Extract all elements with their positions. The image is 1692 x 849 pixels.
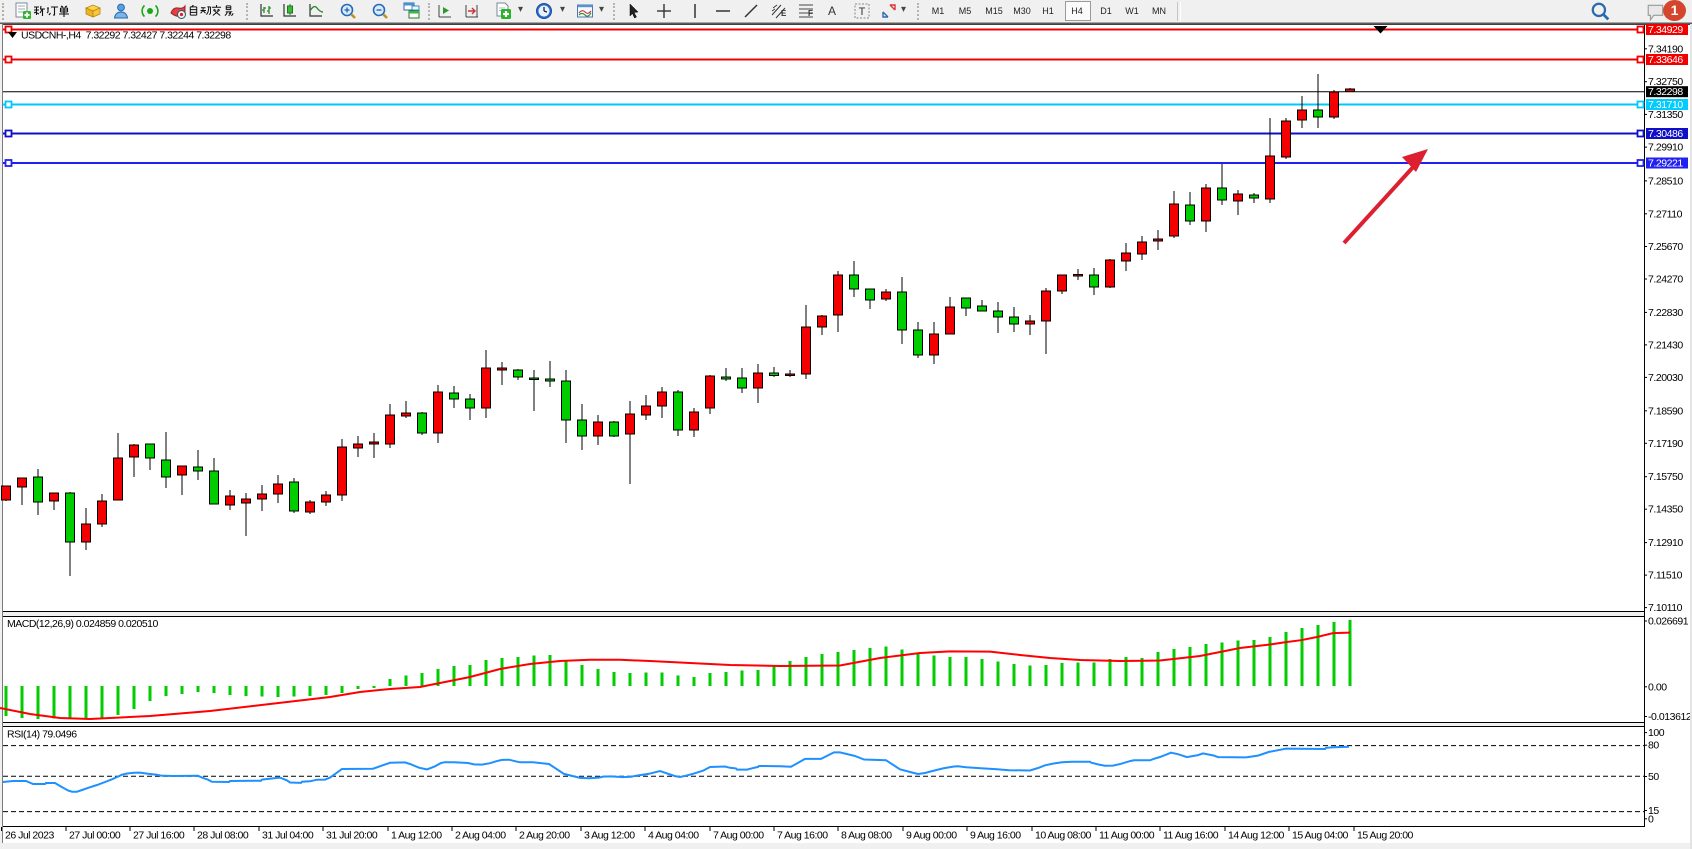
svg-text:7.15750: 7.15750 (1648, 471, 1683, 483)
svg-text:7 Aug 00:00: 7 Aug 00:00 (713, 830, 764, 842)
svg-text:7.27110: 7.27110 (1648, 208, 1683, 220)
svg-text:2 Aug 20:00: 2 Aug 20:00 (519, 830, 570, 842)
svg-text:28 Jul 08:00: 28 Jul 08:00 (197, 830, 249, 842)
svg-text:7.31710: 7.31710 (1648, 99, 1683, 111)
svg-text:100: 100 (1648, 727, 1665, 739)
svg-text:7.34929: 7.34929 (1648, 24, 1683, 36)
svg-text:27 Jul 16:00: 27 Jul 16:00 (133, 830, 185, 842)
svg-text:50: 50 (1648, 771, 1659, 783)
svg-text:USDCNH-,H4 7.32292 7.32427 7.: USDCNH-,H4 7.32292 7.32427 7.32244 7.322… (21, 30, 231, 42)
svg-text:11 Aug 00:00: 11 Aug 00:00 (1099, 830, 1155, 842)
svg-text:7.24270: 7.24270 (1648, 274, 1683, 286)
svg-text:31 Jul 04:00: 31 Jul 04:00 (262, 830, 314, 842)
svg-text:7.31350: 7.31350 (1648, 109, 1683, 121)
svg-text:11 Aug 16:00: 11 Aug 16:00 (1163, 830, 1219, 842)
svg-text:7.10110: 7.10110 (1648, 602, 1683, 614)
svg-text:15 Aug 20:00: 15 Aug 20:00 (1357, 830, 1414, 842)
svg-text:27 Jul 00:00: 27 Jul 00:00 (69, 830, 121, 842)
svg-text:0.026691: 0.026691 (1648, 616, 1689, 628)
svg-text:7.21430: 7.21430 (1648, 339, 1683, 351)
svg-text:7.20030: 7.20030 (1648, 372, 1683, 384)
svg-text:T: T (859, 6, 866, 18)
svg-text:7.28510: 7.28510 (1648, 175, 1683, 187)
svg-text:0.00: 0.00 (1648, 681, 1667, 693)
svg-text:7.17190: 7.17190 (1648, 438, 1683, 450)
svg-text:9 Aug 16:00: 9 Aug 16:00 (970, 830, 1021, 842)
svg-text:7.12910: 7.12910 (1648, 537, 1683, 549)
svg-text:9 Aug 00:00: 9 Aug 00:00 (906, 830, 957, 842)
svg-text:7.22830: 7.22830 (1648, 307, 1683, 319)
svg-text:0: 0 (1648, 813, 1654, 825)
svg-text:7.32750: 7.32750 (1648, 76, 1683, 88)
svg-text:7 Aug 16:00: 7 Aug 16:00 (777, 830, 828, 842)
svg-text:7.34190: 7.34190 (1648, 43, 1683, 55)
svg-text:1 Aug 12:00: 1 Aug 12:00 (391, 830, 442, 842)
svg-text:80: 80 (1648, 740, 1659, 752)
svg-text:7.32298: 7.32298 (1648, 86, 1683, 98)
svg-text:7.33646: 7.33646 (1648, 54, 1683, 66)
svg-text:RSI(14) 79.0496: RSI(14) 79.0496 (7, 729, 77, 741)
svg-text:10 Aug 08:00: 10 Aug 08:00 (1035, 830, 1092, 842)
svg-text:7.29221: 7.29221 (1648, 158, 1683, 170)
svg-text:7.18590: 7.18590 (1648, 405, 1683, 417)
svg-text:14 Aug 12:00: 14 Aug 12:00 (1228, 830, 1285, 842)
svg-text:26 Jul 2023: 26 Jul 2023 (5, 830, 54, 842)
svg-text:2 Aug 04:00: 2 Aug 04:00 (455, 830, 506, 842)
svg-text:7.25670: 7.25670 (1648, 241, 1683, 253)
svg-text:-0.013612: -0.013612 (1648, 711, 1692, 723)
svg-text:7.29910: 7.29910 (1648, 142, 1683, 154)
svg-text:7.11510: 7.11510 (1648, 570, 1683, 582)
svg-text:7.14350: 7.14350 (1648, 504, 1683, 516)
svg-text:7.30486: 7.30486 (1648, 128, 1683, 140)
svg-text:31 Jul 20:00: 31 Jul 20:00 (326, 830, 378, 842)
svg-text:MACD(12,26,9) 0.024859 0.02051: MACD(12,26,9) 0.024859 0.020510 (7, 618, 159, 630)
svg-text:15 Aug 04:00: 15 Aug 04:00 (1292, 830, 1349, 842)
svg-text:3 Aug 12:00: 3 Aug 12:00 (584, 830, 635, 842)
svg-text:8 Aug 08:00: 8 Aug 08:00 (841, 830, 892, 842)
svg-text:4 Aug 04:00: 4 Aug 04:00 (648, 830, 699, 842)
svg-text:15: 15 (1648, 805, 1659, 817)
